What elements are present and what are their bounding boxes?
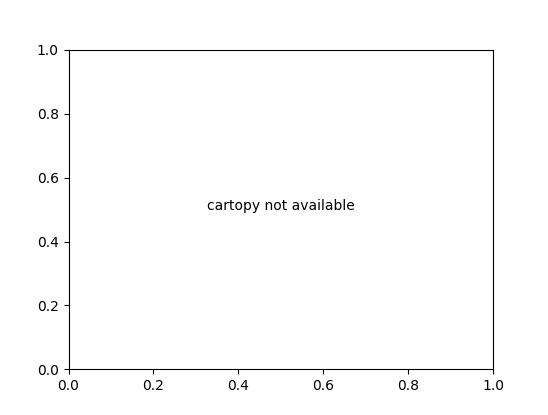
Text: cartopy not available: cartopy not available [207,198,355,212]
